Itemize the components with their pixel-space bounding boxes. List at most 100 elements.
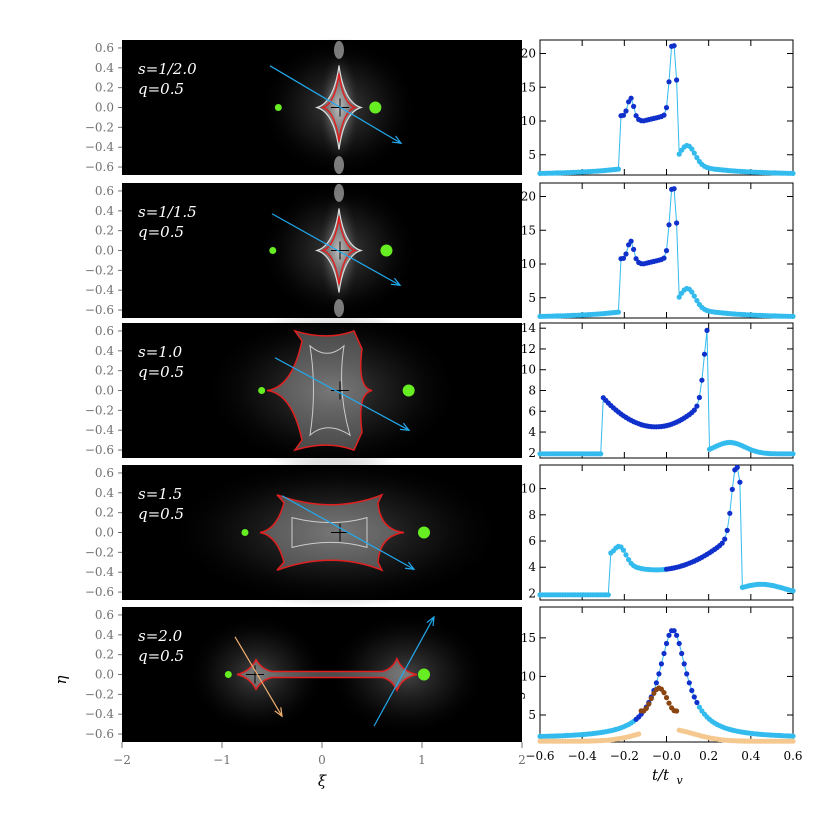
data-point xyxy=(676,640,682,647)
light-curve-panel-3: 2 4 6 8 10 12 14 xyxy=(521,321,796,460)
y-tick-label: −0.2 xyxy=(85,545,114,559)
lc-x-tick-label: −0.4 xyxy=(568,749,598,763)
y-tick-label: −0.6 xyxy=(85,303,114,317)
y-tick-label: 0.4 xyxy=(95,204,114,218)
small-caustic-glow xyxy=(334,40,344,59)
y-tick-label: 0.2 xyxy=(95,648,114,662)
axis-labels: −2 −1 0 1 2 ξ η −0.6 −0.4 −0.2 −0.0 0.2 0.4 0.6 t/t v ma… xyxy=(52,624,803,790)
data-point xyxy=(737,479,743,485)
annotation-separation: s=1/1.5 xyxy=(138,203,197,221)
data-point xyxy=(615,166,622,172)
plot-frame xyxy=(539,322,794,459)
magnification-contour xyxy=(309,344,351,437)
lc-x-tick-label: 0.4 xyxy=(741,749,760,763)
data-point xyxy=(724,527,730,534)
light-curve-panel-1: 5 10 15 20 xyxy=(521,39,796,176)
map-panel-3: s=1.0 q=0.5 0.6 0.4 0.2 0.0 −0.2 −0.4 −0.6 xyxy=(85,310,522,471)
data-point xyxy=(679,650,685,657)
large-mass-marker xyxy=(380,244,393,257)
data-point-secondary xyxy=(666,700,672,706)
x-tick-label: 2 xyxy=(518,753,526,767)
data-point xyxy=(671,628,677,634)
trajectory-arrow xyxy=(281,495,415,570)
data-point xyxy=(656,671,662,677)
annotation-mass-ratio: q=0.5 xyxy=(138,647,184,665)
y-tick-label: −0.6 xyxy=(85,585,114,599)
y-tick-label: 0.0 xyxy=(95,101,114,115)
y-tick-label: 5 xyxy=(528,148,536,162)
y-tick-label: 0.0 xyxy=(95,526,114,540)
center-of-mass-cross xyxy=(331,523,349,542)
map-panel-4: s=1.5 q=0.5 0.6 0.4 0.2 0.0 −0.2 −0.4 −0.6 xyxy=(85,457,522,608)
lc-x-tick-label: −0.0 xyxy=(652,749,681,763)
center-of-mass-cross xyxy=(246,665,264,684)
data-point-secondary xyxy=(636,731,642,737)
data-point-secondary xyxy=(651,690,657,696)
trajectory-arrow-head xyxy=(399,422,411,431)
data-point xyxy=(790,588,796,594)
data-point xyxy=(790,733,796,739)
data-point xyxy=(790,313,796,319)
data-point xyxy=(666,79,672,85)
y-tick-label: 2 xyxy=(528,586,536,600)
data-point xyxy=(691,694,697,700)
light-curve-panel-2: 5 10 15 20 xyxy=(521,182,796,319)
data-point xyxy=(704,327,710,333)
data-point xyxy=(631,103,637,109)
data-point xyxy=(605,592,611,598)
data-point xyxy=(689,687,695,694)
y-tick-label: 0.0 xyxy=(95,244,114,258)
annotation-separation: s=1/2.0 xyxy=(138,60,197,78)
trajectory-arrow xyxy=(271,213,401,286)
trajectory-arrow-head xyxy=(390,277,402,286)
data-point xyxy=(620,112,627,118)
y-tick-label: 8 xyxy=(528,508,536,522)
plot-frame xyxy=(539,606,794,743)
y-tick-label: −0.4 xyxy=(85,423,115,437)
y-tick-label: 5 xyxy=(528,708,536,722)
magnification-maps: s=1/2.0 q=0.5 0.6 0.4 0.2 0.0 −0.2 −0.4 −0.6 s=1/… xyxy=(85,37,522,742)
y-tick-label: 6 xyxy=(528,534,536,548)
y-tick-label: 10 xyxy=(521,482,536,496)
data-point xyxy=(615,309,622,315)
light-curves: 5 10 15 20 5 10 15 20 2 4 6 8 10 12 14 2 4 6 8 10 5 10 15 xyxy=(521,39,796,744)
data-point xyxy=(626,557,632,563)
data-point xyxy=(666,222,672,228)
small-mass-marker xyxy=(241,529,249,536)
data-point xyxy=(691,407,697,413)
small-mass-marker xyxy=(274,104,282,111)
y-tick-label: 0.2 xyxy=(95,81,114,95)
data-point xyxy=(734,464,740,470)
data-point-secondary xyxy=(643,705,649,712)
annotation-separation: s=1.0 xyxy=(138,343,183,361)
y-tick-label: 0.4 xyxy=(95,61,114,75)
y-tick-label: 10 xyxy=(521,669,536,683)
data-point xyxy=(661,650,667,657)
data-point xyxy=(633,113,639,119)
data-point xyxy=(666,632,672,638)
data-point xyxy=(631,246,637,252)
y-tick-label: 15 xyxy=(521,223,536,237)
trajectory-arrow xyxy=(373,616,435,727)
trajectory-arrow-orange-head xyxy=(274,707,283,718)
y-tick-label: 0.0 xyxy=(95,384,114,398)
large-mass-marker xyxy=(418,668,430,681)
data-point xyxy=(598,451,604,457)
x-tick-label: −2 xyxy=(113,753,131,767)
y-tick-label: 0.6 xyxy=(95,41,114,55)
large-mass-marker xyxy=(402,384,415,397)
center-of-mass-cross xyxy=(331,241,349,260)
small-caustic-glow xyxy=(334,156,344,175)
data-point-secondary xyxy=(674,708,680,714)
data-point xyxy=(699,377,705,383)
data-point-secondary xyxy=(663,695,670,701)
data-point xyxy=(661,112,667,118)
data-point xyxy=(694,699,700,706)
data-point xyxy=(696,704,703,710)
lc-x-tick-label: 0.6 xyxy=(783,749,802,763)
lc-x-axis-label-subscript: v xyxy=(677,774,684,787)
data-point xyxy=(663,105,670,111)
data-point-secondary xyxy=(646,701,652,707)
lc-y-axis-label: magnification xyxy=(510,624,526,721)
y-tick-label: 20 xyxy=(521,47,536,61)
